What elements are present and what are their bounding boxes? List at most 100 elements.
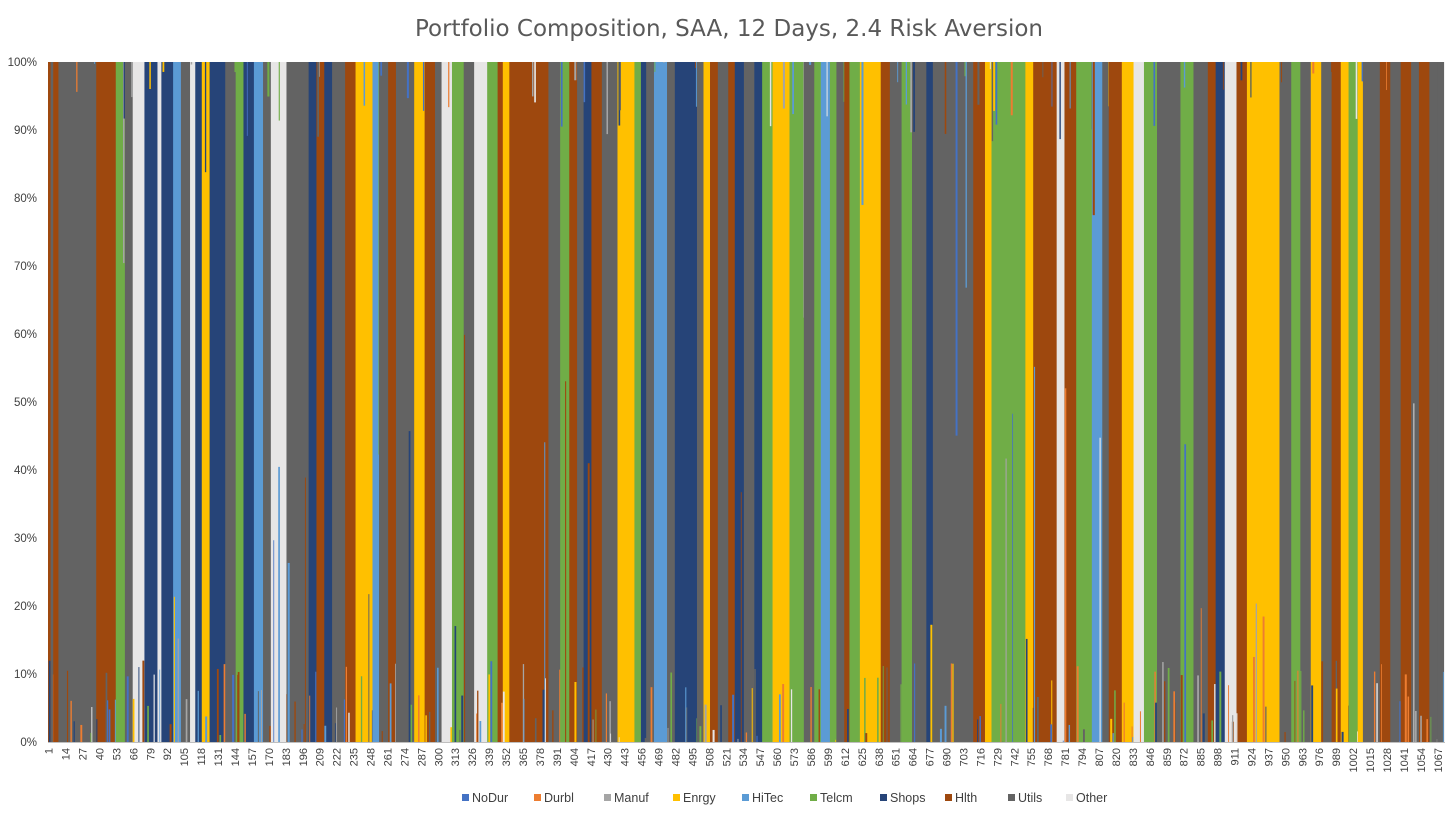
x-tick-label: 287	[416, 748, 428, 766]
bar-segment-hlth	[388, 62, 397, 742]
bar-segment-utils	[124, 62, 134, 742]
bar-segment-shops	[977, 719, 979, 742]
bar-segment-hlth	[1284, 732, 1286, 742]
bar-segment-telcm	[814, 62, 822, 742]
bar-segment-shops	[324, 62, 333, 742]
bar-segment-enrgy	[1357, 62, 1364, 742]
bar-segment-shops	[1059, 62, 1061, 140]
bar-segment-utils	[1042, 62, 1044, 78]
x-tick-label: 261	[382, 748, 394, 766]
column-segment	[601, 62, 618, 742]
bar-segment-enrgy	[952, 663, 954, 742]
x-tick-label: 183	[281, 748, 293, 766]
bar-segment-hitec	[1132, 737, 1134, 742]
bar-segment-other	[132, 62, 145, 742]
bar-segment-shops	[1202, 713, 1205, 742]
bar-segment-durbl	[309, 695, 311, 742]
bar-segment-manuf	[1414, 710, 1417, 742]
x-tick-label: 1	[44, 748, 56, 754]
bar-segment-nodur	[1012, 413, 1014, 742]
column-segment	[1321, 62, 1333, 742]
bar-segment-utils	[463, 62, 475, 742]
x-tick-label: 1015	[1365, 748, 1377, 772]
x-tick-label: 898	[1213, 748, 1225, 766]
legend-label-other: Other	[1076, 791, 1107, 805]
bar-segment-enrgy	[993, 62, 996, 111]
bar-segment-enrgy	[1110, 718, 1113, 742]
column-segment	[263, 62, 272, 742]
x-tick-label: 1002	[1348, 748, 1360, 772]
bar-segment-hlth	[591, 62, 603, 742]
bar-segment-shops	[913, 62, 916, 132]
x-tick-label: 794	[1077, 748, 1089, 766]
column-segment	[829, 62, 837, 742]
bar-segment-hlth	[1180, 675, 1183, 742]
bar-segment-hitec	[523, 698, 525, 742]
bar-segment-other	[1099, 437, 1101, 742]
bar-segment-telcm	[267, 62, 270, 97]
bar-segment-utils	[577, 62, 585, 742]
column-segment	[209, 62, 226, 742]
column-segment	[560, 62, 570, 742]
bar-segment-other	[618, 737, 620, 742]
column-segment	[173, 62, 182, 742]
bar-segment-durbl	[1426, 719, 1428, 742]
bar-segment-utils	[1102, 62, 1110, 742]
column-segment	[1362, 62, 1381, 742]
bar-segment-other	[1413, 403, 1415, 742]
bar-segment-manuf	[910, 62, 913, 133]
bar-segment-enrgy	[751, 688, 753, 742]
column-segment	[577, 62, 585, 742]
column-segment	[653, 62, 668, 742]
x-tick-label: 885	[1196, 748, 1208, 766]
column-segment	[58, 62, 97, 742]
bar-segment-enrgy	[502, 62, 510, 742]
bar-segment-durbl	[76, 62, 78, 92]
bar-segment-telcm	[1114, 690, 1116, 742]
legend-swatch-other	[1066, 794, 1073, 801]
bar-segment-utils	[1429, 62, 1438, 742]
x-tick-label: 651	[891, 748, 903, 766]
x-tick-label: 911	[1230, 748, 1242, 766]
bar-segment-utils	[1321, 62, 1333, 742]
x-tick-label: 729	[992, 748, 1004, 766]
bar-segment-telcm	[451, 62, 465, 742]
bar-segment-telcm	[115, 62, 126, 742]
bar-segment-shops	[138, 667, 140, 742]
bar-segment-nodur	[273, 540, 275, 742]
bar-segment-enrgy	[835, 739, 837, 742]
bar-segment-utils	[667, 62, 676, 742]
legend: NoDur Durbl Manuf Enrgy HiTec Telcm Shops Hlth U…	[462, 791, 1107, 805]
column-segment	[1224, 62, 1237, 742]
x-tick-label: 313	[450, 748, 462, 766]
bar-segment-enrgy	[617, 62, 635, 742]
column-segment	[1091, 62, 1103, 742]
x-tick-label: 820	[1111, 748, 1123, 766]
column-segment	[569, 62, 578, 742]
bar-segment-enrgy	[1310, 62, 1322, 742]
column-segment	[803, 62, 815, 742]
bar-segment-durbl	[1404, 674, 1407, 742]
column-segment	[640, 62, 647, 742]
bar-segment-utils	[286, 62, 310, 742]
bar-segment-durbl	[782, 684, 785, 742]
bar-segment-hlth	[1064, 62, 1077, 742]
column-segment	[332, 62, 346, 742]
bar-segment-utils	[886, 667, 888, 742]
y-tick-label: 100%	[8, 57, 37, 69]
bar-segment-telcm	[595, 709, 597, 742]
bar-segment-utils	[548, 62, 561, 742]
bar-segment-manuf	[1420, 715, 1422, 742]
bar-segment-utils	[619, 62, 621, 111]
bar-segment-telcm	[1303, 710, 1305, 742]
bar-columns	[48, 62, 1445, 742]
bar-segment-telcm	[762, 62, 773, 742]
bar-segment-hlth	[53, 62, 59, 742]
bar-segment-utils	[754, 669, 756, 742]
bar-segment-hitec	[437, 667, 439, 742]
legend-swatch-hlth	[945, 794, 952, 801]
column-segment	[132, 62, 145, 742]
bar-segment-durbl	[1000, 703, 1002, 742]
column-segment	[814, 62, 822, 742]
bar-segment-other	[545, 678, 547, 742]
